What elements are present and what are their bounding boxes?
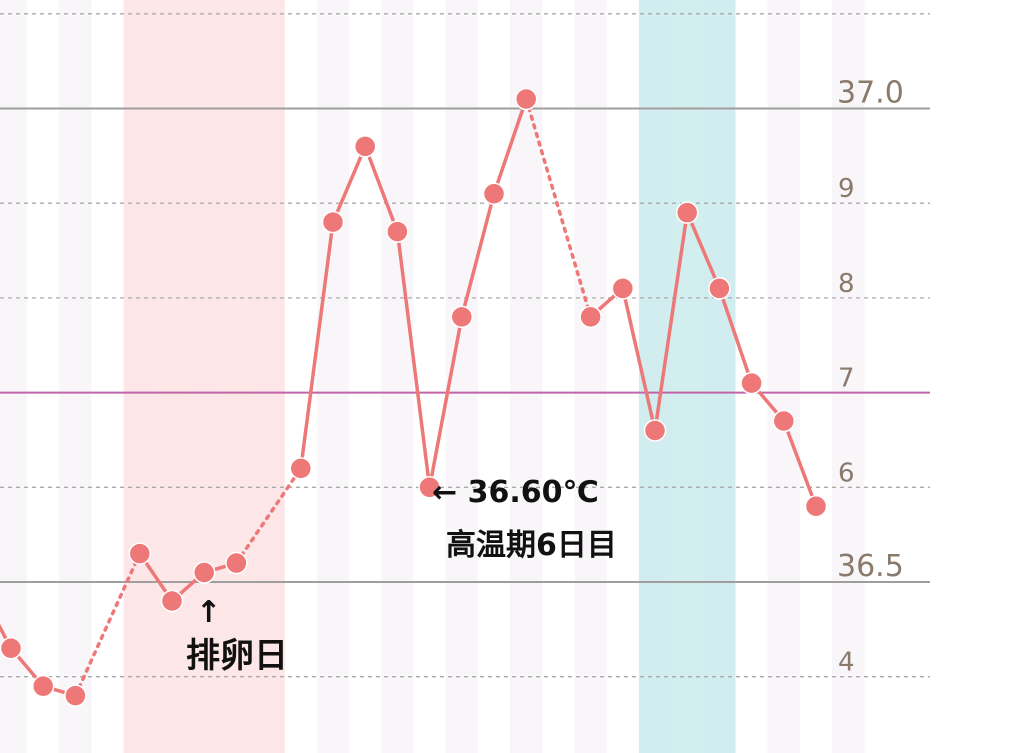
annotation-ovulation-day: 排卵日	[186, 636, 288, 676]
data-point	[289, 457, 313, 480]
series-segment	[717, 286, 754, 385]
y-tick-label: 6	[838, 458, 855, 488]
day-stripe	[510, 0, 543, 753]
data-point	[579, 305, 602, 329]
data-point	[611, 277, 635, 300]
data-point	[450, 305, 474, 329]
y-tick-label: 8	[838, 269, 855, 299]
series-segment	[73, 551, 142, 698]
highlight-band-0	[123, 0, 285, 753]
highlight-bands	[123, 0, 736, 753]
y-tick-label: 9	[838, 174, 855, 204]
day-stripe	[574, 0, 607, 753]
data-point	[160, 589, 184, 613]
data-point	[675, 201, 699, 224]
data-point	[643, 419, 667, 442]
data-point	[353, 135, 377, 158]
annotation-ovulation-arrow: ↑	[196, 595, 221, 630]
day-stripe	[832, 0, 865, 753]
data-point	[482, 182, 506, 205]
data-point	[128, 542, 152, 565]
y-tick-label: 37.0	[837, 76, 904, 111]
annotation-temp-arrow: ← 36.60℃	[432, 475, 599, 510]
day-stripe	[59, 0, 92, 753]
highlight-band-1	[638, 0, 736, 753]
series-segment	[653, 210, 689, 433]
data-point	[740, 371, 763, 395]
data-point	[708, 277, 731, 300]
series-segment	[685, 210, 722, 291]
annotation-high-temp-day: 高温期6日目	[446, 528, 617, 563]
series-points	[0, 87, 828, 707]
data-point	[772, 409, 796, 433]
series-segment	[299, 220, 335, 471]
series-segment	[234, 466, 303, 565]
series-segment	[621, 286, 657, 433]
data-point	[225, 551, 248, 575]
series-segment	[524, 97, 593, 319]
y-axis-ticks: 4 36.5 6 7 8 9 37.0	[837, 76, 904, 678]
y-tick-label: 7	[838, 364, 855, 394]
day-stripe	[316, 0, 350, 753]
series-segment	[363, 144, 400, 234]
data-point	[514, 87, 538, 111]
y-tick-label: 36.5	[837, 549, 904, 584]
data-point	[386, 220, 409, 243]
data-point	[804, 494, 828, 518]
data-point	[64, 684, 87, 707]
annotations: ← 36.60℃ 高温期6日目 ↑ 排卵日	[186, 475, 617, 676]
data-point	[0, 637, 23, 660]
day-stripe	[381, 0, 414, 753]
series-segment	[331, 144, 367, 224]
series-segment	[460, 191, 496, 319]
data-point	[192, 561, 216, 584]
series-segment	[427, 315, 464, 490]
series-segment	[782, 419, 818, 508]
day-stripe	[767, 0, 800, 753]
y-tick-label: 4	[838, 648, 855, 678]
data-point	[321, 210, 345, 234]
data-point	[418, 476, 441, 499]
series-segment	[492, 97, 528, 196]
series-segment	[395, 229, 432, 490]
data-point	[31, 674, 55, 698]
day-stripe	[0, 0, 28, 753]
